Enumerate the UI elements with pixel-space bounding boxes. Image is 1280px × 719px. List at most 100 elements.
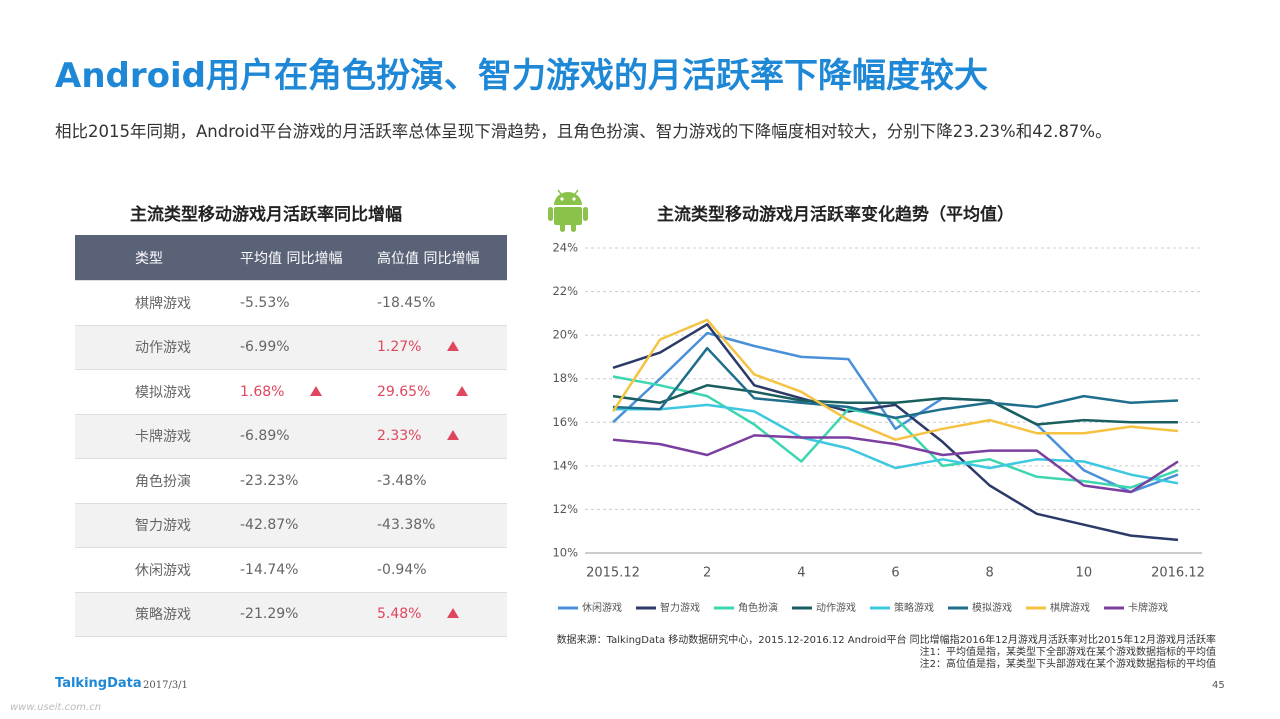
y-tick-label: 22% (552, 284, 578, 298)
page-number: 45 (1212, 680, 1225, 691)
up-arrow (447, 430, 460, 441)
table-cell: -21.29% (240, 592, 377, 637)
table-cell: -18.45% (377, 280, 507, 326)
table-row: 角色扮演 -23.23% -3.48% (75, 458, 507, 504)
y-tick-label: 14% (552, 458, 578, 472)
cell-text: -21.29% (240, 606, 299, 623)
up-arrow (456, 385, 469, 396)
cell-text: -23.23% (240, 472, 299, 489)
up-arrow (447, 608, 460, 619)
cell-text: -3.48% (377, 472, 427, 489)
x-tick-label: 2015.12 (586, 566, 640, 581)
up-arrow (447, 341, 460, 352)
series-line (612, 331, 1179, 494)
source: 数据来源：TalkingData 移动数据研究中心，2015.12-2016.1… (556, 635, 1216, 646)
y-tick-label: 10% (552, 546, 578, 560)
table-cell: 模拟游戏 (75, 369, 240, 415)
table-cell: 5.48% (377, 592, 507, 637)
table-cell: 29.65% (377, 369, 507, 415)
table-cell: 角色扮演 (75, 458, 240, 504)
series-line (612, 346, 1179, 420)
cell-text: 动作游戏 (135, 340, 191, 357)
table-cell: 动作游戏 (75, 325, 240, 370)
cell-text: 模拟游戏 (135, 384, 191, 401)
table-cell: -14.74% (240, 547, 377, 593)
table-row: 卡牌游戏 -6.89% 2.33% (75, 414, 507, 459)
table-cell: 休闲游戏 (75, 547, 240, 593)
table-title: 主流类型移动游戏月活跃率同比增幅 (130, 205, 402, 225)
cell-text: 智力游戏 (135, 518, 191, 535)
y-tick-label: 20% (552, 328, 578, 342)
table-row: 动作游戏 -6.99% 1.27% (75, 325, 507, 370)
slide-title: Android用户在角色扮演、智力游戏的月活跃率下降幅度较大 (55, 56, 988, 96)
cell-text: -5.53% (240, 294, 290, 311)
up-arrow (310, 385, 323, 396)
legend-label: 角色扮演 (738, 601, 778, 614)
cell-text: -18.45% (377, 294, 436, 311)
slide-subtitle: 相比2015年同期，Android平台游戏的月活跃率总体呈现下滑趋势，且角色扮演… (55, 122, 1112, 141)
y-tick-label: 24% (552, 241, 578, 255)
legend-label: 智力游戏 (660, 601, 700, 614)
legend-label: 卡牌游戏 (1128, 601, 1168, 614)
cell-text: -6.89% (240, 428, 290, 445)
x-tick-label: 4 (797, 566, 805, 581)
x-tick-label: 2016.12 (1151, 566, 1205, 581)
table-cell: -43.38% (377, 503, 507, 548)
cell-text: 5.48% (377, 606, 422, 623)
legend-label: 休闲游戏 (582, 601, 622, 614)
legend-label: 策略游戏 (894, 601, 934, 614)
chart-title: 主流类型移动游戏月活跃率变化趋势（平均值） (657, 205, 1014, 225)
series-line (613, 403, 1179, 485)
cell-text: -42.87% (240, 517, 299, 534)
column-header: 高位值 同比增幅 (377, 235, 507, 281)
table-cell: 1.27% (377, 325, 507, 370)
series-line (612, 434, 1179, 494)
series-line (611, 318, 1179, 441)
cell-text: 1.27% (377, 339, 422, 356)
cell-text: -0.94% (377, 561, 427, 578)
table-row: 智力游戏 -42.87% -43.38% (75, 503, 507, 548)
table-cell: 卡牌游戏 (75, 414, 240, 459)
column-header: 平均值 同比增幅 (240, 235, 377, 281)
cell-text: 休闲游戏 (135, 562, 191, 579)
cell-text: 29.65% (377, 383, 431, 400)
table: 类型 平均值 同比增幅 高位值 同比增幅棋牌游戏 -5.53% -18.45% 动作游戏 -… (75, 235, 507, 637)
legend-label: 模拟游戏 (972, 601, 1012, 614)
table-header: 类型 平均值 同比增幅 高位值 同比增幅 (75, 235, 507, 281)
table-row: 棋牌游戏 -5.53% -18.45% (75, 280, 507, 326)
table-cell: -5.53% (240, 280, 377, 326)
column-header: 类型 (75, 235, 240, 281)
cell-text: 策略游戏 (135, 607, 191, 624)
x-tick-label: 10 (1076, 566, 1093, 581)
cell-text: 棋牌游戏 (135, 295, 191, 312)
y-tick-label: 16% (552, 415, 578, 429)
cell-text: 卡牌游戏 (135, 429, 191, 446)
cell-text: -14.74% (240, 561, 299, 578)
date: 2017/3/1 (143, 680, 188, 691)
table-row: 策略游戏 -21.29% 5.48% (75, 592, 507, 637)
x-tick-label: 2 (703, 566, 711, 581)
watermark: www.useit.com.cn (10, 702, 102, 713)
table-row: 模拟游戏 1.68% 29.65% (75, 369, 507, 415)
table-cell: -3.48% (377, 458, 507, 504)
table-row: 休闲游戏 -14.74% -0.94% (75, 547, 507, 593)
series-line (612, 384, 1178, 426)
table-cell: -23.23% (240, 458, 377, 504)
table-cell: -6.89% (240, 414, 377, 459)
note: 注2：高位值是指，某类型下头部游戏在某个游戏数据指标的平均值 (919, 659, 1216, 670)
table-cell: 智力游戏 (75, 503, 240, 548)
table-cell: 2.33% (377, 414, 507, 459)
x-tick-label: 6 (891, 566, 899, 581)
y-tick-label: 12% (552, 502, 578, 516)
note: 注1：平均值是指，某类型下全部游戏在某个游戏数据指标的平均值 (919, 647, 1216, 658)
legend-label: 棋牌游戏 (1050, 601, 1090, 614)
table-cell: -0.94% (377, 547, 507, 593)
cell-text: 角色扮演 (135, 473, 191, 490)
table-cell: -6.99% (240, 325, 377, 370)
series-line (612, 323, 1179, 542)
table-cell: 1.68% (240, 369, 377, 415)
cell-text: 2.33% (377, 428, 422, 445)
legend-label: 动作游戏 (816, 601, 856, 614)
chart: 10% 12% 14% 16% 18% 20% 22% 24% 2015.12 2 4 6 8 10 201… (552, 241, 1205, 615)
